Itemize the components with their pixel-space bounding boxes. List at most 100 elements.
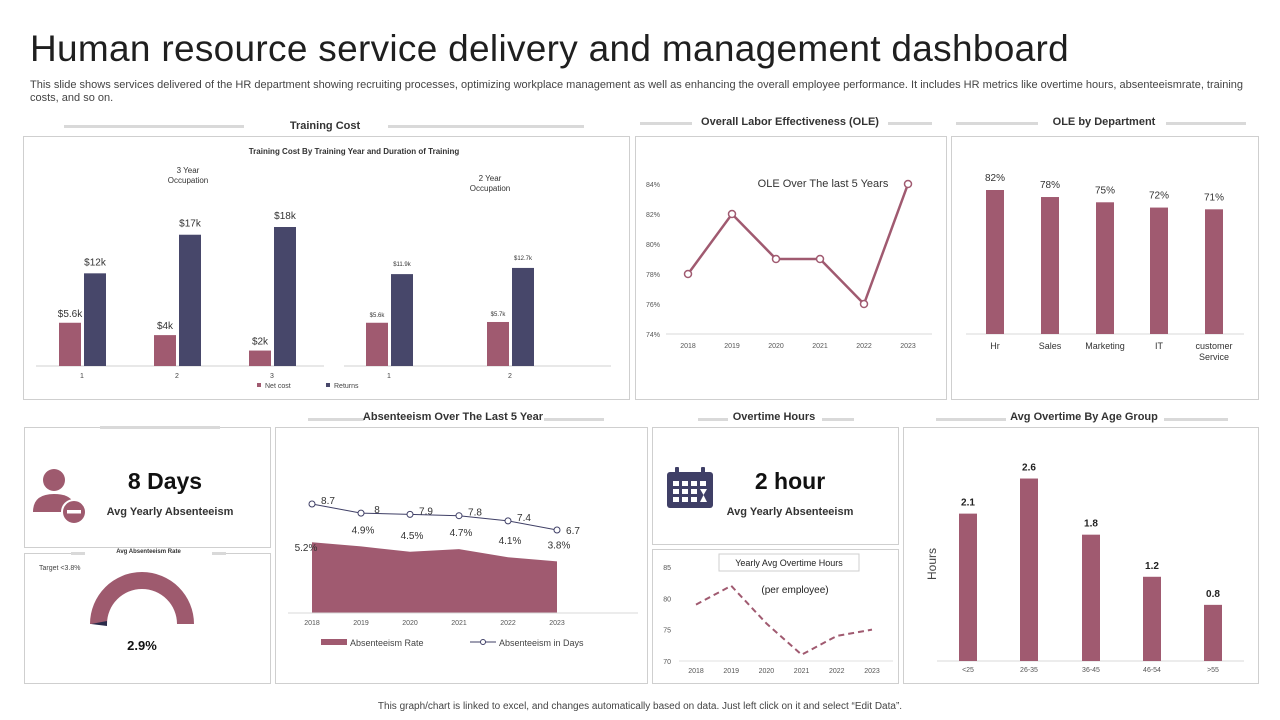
overtime-kpi-value: 2 hour bbox=[754, 468, 826, 494]
ole-point bbox=[815, 254, 825, 264]
x-tick-label: 2022 bbox=[500, 620, 516, 627]
x-tick-label: 2019 bbox=[353, 620, 369, 627]
department-label: Service bbox=[1199, 352, 1229, 362]
gauge-chart bbox=[90, 572, 194, 626]
department-bar bbox=[1205, 209, 1223, 334]
days-label: 8.7 bbox=[321, 496, 335, 507]
ole-point bbox=[727, 209, 737, 219]
returns-bar bbox=[274, 227, 296, 366]
returns-label: $17k bbox=[179, 219, 202, 230]
divider bbox=[698, 418, 728, 421]
overtime-kpi-label: Avg Yearly Absenteeism bbox=[726, 506, 854, 518]
legend-swatch bbox=[326, 383, 330, 387]
rate-label: 4.9% bbox=[352, 525, 375, 536]
days-point bbox=[553, 526, 561, 534]
returns-label: $11.9k bbox=[393, 262, 412, 268]
divider bbox=[1166, 122, 1246, 125]
divider bbox=[640, 122, 692, 125]
age-group-bar bbox=[1204, 604, 1222, 661]
age-group-value-label: 0.8 bbox=[1206, 589, 1220, 600]
returns-bar bbox=[84, 273, 106, 366]
x-tick-label: 2021 bbox=[812, 343, 828, 350]
days-point bbox=[357, 509, 365, 517]
overtime-kpi-card: 2 hour Avg Yearly Absenteeism bbox=[652, 427, 899, 545]
days-point bbox=[455, 512, 463, 520]
overtime-age-heading: Avg Overtime By Age Group bbox=[1010, 411, 1158, 423]
training-cost-chart: Training Cost By Training Year and Durat… bbox=[36, 147, 611, 390]
department-value-label: 78% bbox=[1040, 180, 1060, 191]
absenteeism-kpi-value: 8 Days bbox=[127, 468, 203, 494]
divider bbox=[822, 418, 854, 421]
days-label: 8 bbox=[374, 505, 380, 516]
absenteeism-panel: 8.7 5.2% 2018 8 4.9% 2019 7.9 4.5% 2020 7.8 4.7% 20… bbox=[275, 427, 648, 684]
x-tick-label: 2022 bbox=[829, 668, 845, 675]
training-cost-panel: Training Cost By Training Year and Durat… bbox=[23, 136, 630, 400]
department-value-label: 82% bbox=[985, 173, 1005, 184]
age-group-value-label: 2.6 bbox=[1022, 463, 1036, 474]
days-point bbox=[406, 510, 414, 518]
days-point bbox=[504, 517, 512, 525]
group-title: 3 Year bbox=[177, 166, 200, 175]
overtime-age-ylabel: Hours bbox=[925, 548, 939, 580]
absenteeism-heading: Absenteeism Over The Last 5 Year bbox=[362, 411, 544, 423]
gauge-arc bbox=[90, 572, 194, 624]
legend-marker bbox=[480, 639, 486, 645]
ole-point bbox=[903, 179, 913, 189]
net-cost-bar bbox=[154, 335, 176, 366]
net-cost-label: $5.6k bbox=[370, 313, 386, 319]
x-tick-label: 2020 bbox=[402, 620, 418, 627]
overtime-series-line bbox=[695, 584, 873, 656]
y-tick-label: 70 bbox=[663, 659, 671, 666]
person-minus-icon bbox=[33, 469, 87, 525]
x-tick-label: 2018 bbox=[304, 620, 320, 627]
x-tick-label: 2020 bbox=[759, 668, 775, 675]
net-cost-label: $5.7k bbox=[491, 312, 507, 318]
ole-chart: OLE Over The last 5 Years 74% 76% 78% 80% 82… bbox=[646, 178, 932, 350]
ole-series-line bbox=[686, 183, 910, 307]
x-tick-label: 1 bbox=[387, 373, 391, 380]
group-title: Occupation bbox=[470, 184, 510, 193]
divider bbox=[308, 418, 364, 421]
age-group-bar bbox=[1082, 534, 1100, 661]
department-value-label: 71% bbox=[1204, 192, 1224, 203]
y-tick-label: 78% bbox=[646, 272, 660, 279]
rate-label: 4.7% bbox=[450, 528, 473, 539]
rate-label: 3.8% bbox=[548, 540, 571, 551]
y-tick-label: 82% bbox=[646, 212, 660, 219]
x-tick-label: 2018 bbox=[688, 668, 704, 675]
training-cost-heading: Training Cost bbox=[289, 120, 361, 132]
ole-dept-chart: 82% Hr 78% Sales 75% Marketing 72% IT 71% custome… bbox=[966, 173, 1244, 362]
divider bbox=[936, 418, 1006, 421]
x-tick-label: 2023 bbox=[900, 343, 916, 350]
legend-label: Returns bbox=[334, 383, 359, 390]
absenteeism-chart: 8.7 5.2% 2018 8 4.9% 2019 7.9 4.5% 2020 7.8 4.7% 20… bbox=[288, 496, 638, 648]
gauge-card: Avg Absenteeism Rate Target <3.8% 2.9% bbox=[24, 549, 271, 684]
age-group-bar bbox=[1143, 576, 1161, 661]
rate-label: 4.5% bbox=[401, 531, 424, 542]
divider bbox=[1164, 418, 1228, 421]
calendar-icon bbox=[667, 467, 713, 508]
gauge-value: 2.9% bbox=[127, 638, 157, 653]
overtime-age-panel: Hours 2.1 <25 2.6 26-35 1.8 36-45 1.2 46-54 0.8 >… bbox=[903, 427, 1259, 684]
yearly-overtime-subtitle: (per employee) bbox=[761, 585, 828, 596]
gauge-target: Target <3.8% bbox=[39, 565, 81, 572]
y-tick-label: 74% bbox=[646, 332, 660, 339]
department-label: customer bbox=[1195, 341, 1232, 351]
age-group-label: >55 bbox=[1207, 667, 1219, 674]
rate-label: 5.2% bbox=[295, 543, 318, 554]
y-tick-label: 84% bbox=[646, 182, 660, 189]
overtime-age-chart: Hours 2.1 <25 2.6 26-35 1.8 36-45 1.2 46-54 0.8 >… bbox=[925, 463, 1244, 674]
net-cost-bar bbox=[487, 321, 509, 366]
divider bbox=[956, 122, 1038, 125]
legend-label: Absenteeism in Days bbox=[499, 638, 584, 648]
ole-dept-heading: OLE by Department bbox=[1052, 116, 1156, 128]
age-group-label: 46-54 bbox=[1143, 667, 1161, 674]
x-tick-label: 2 bbox=[508, 373, 512, 380]
ole-dept-panel: 82% Hr 78% Sales 75% Marketing 72% IT 71% custome… bbox=[951, 136, 1259, 400]
x-tick-label: 2020 bbox=[768, 343, 784, 350]
divider bbox=[544, 418, 604, 421]
group-title: Occupation bbox=[168, 176, 208, 185]
divider bbox=[64, 125, 244, 128]
gauge-title: Avg Absenteeism Rate bbox=[85, 549, 212, 555]
yearly-overtime-panel: Yearly Avg Overtime Hours (per employee)… bbox=[652, 549, 899, 684]
